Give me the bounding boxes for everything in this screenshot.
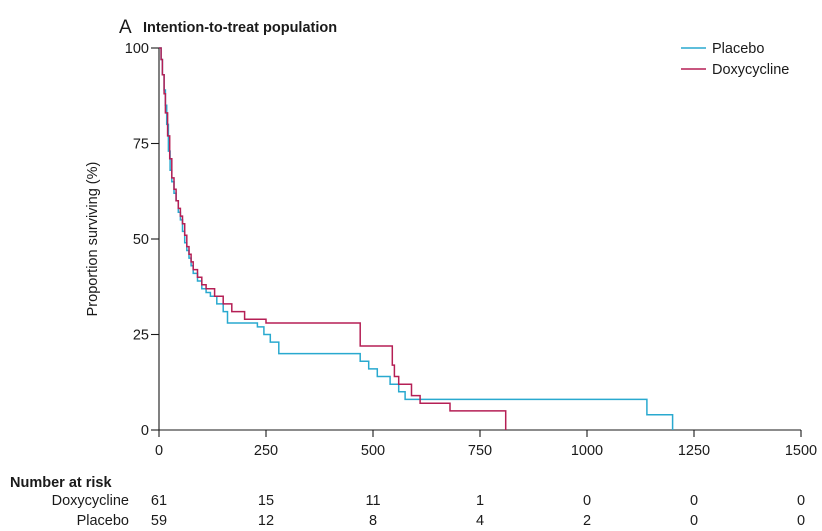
x-tick-label: 750 (468, 443, 492, 459)
series-line-doxycycline (159, 47, 507, 430)
legend-label-placebo: Placebo (712, 41, 764, 57)
risk-value: 11 (365, 493, 380, 509)
chart-title: Intention-to-treat population (143, 20, 337, 36)
y-tick-label: 50 (133, 232, 149, 248)
risk-value: 0 (797, 493, 805, 509)
risk-table-heading: Number at risk (10, 475, 112, 491)
risk-value: 15 (258, 493, 274, 509)
plot-series (159, 47, 674, 430)
risk-value: 0 (690, 513, 698, 529)
risk-row-label: Placebo (77, 513, 129, 529)
risk-value: 59 (151, 513, 167, 529)
risk-value: 1 (476, 493, 484, 509)
risk-value: 12 (258, 513, 274, 529)
risk-value: 61 (151, 493, 167, 509)
x-tick-label: 0 (155, 443, 163, 459)
risk-value: 8 (369, 513, 377, 529)
x-axis: 0 250 500 750 1000 1250 1500 (155, 429, 817, 459)
y-tick-label: 75 (133, 137, 149, 153)
risk-value: 0 (797, 513, 805, 529)
risk-value: 2 (583, 513, 591, 529)
y-axis-title: Proportion surviving (%) (85, 162, 101, 317)
y-axis: 0 25 50 75 100 (125, 41, 160, 439)
risk-row-label: Doxycycline (52, 493, 129, 509)
x-tick-label: 1250 (678, 443, 710, 459)
x-tick-label: 1000 (571, 443, 603, 459)
y-tick-label: 25 (133, 328, 149, 344)
risk-value: 0 (583, 493, 591, 509)
risk-value: 4 (476, 513, 484, 529)
legend-label-doxycycline: Doxycycline (712, 62, 789, 78)
risk-value: 0 (690, 493, 698, 509)
y-tick-label: 0 (141, 423, 149, 439)
x-tick-label: 250 (254, 443, 278, 459)
y-tick-label: 100 (125, 41, 149, 57)
panel-letter: A (119, 17, 132, 38)
x-tick-label: 1500 (785, 443, 817, 459)
series-line-placebo (159, 47, 674, 430)
legend: Placebo Doxycycline (681, 41, 789, 78)
x-tick-label: 500 (361, 443, 385, 459)
